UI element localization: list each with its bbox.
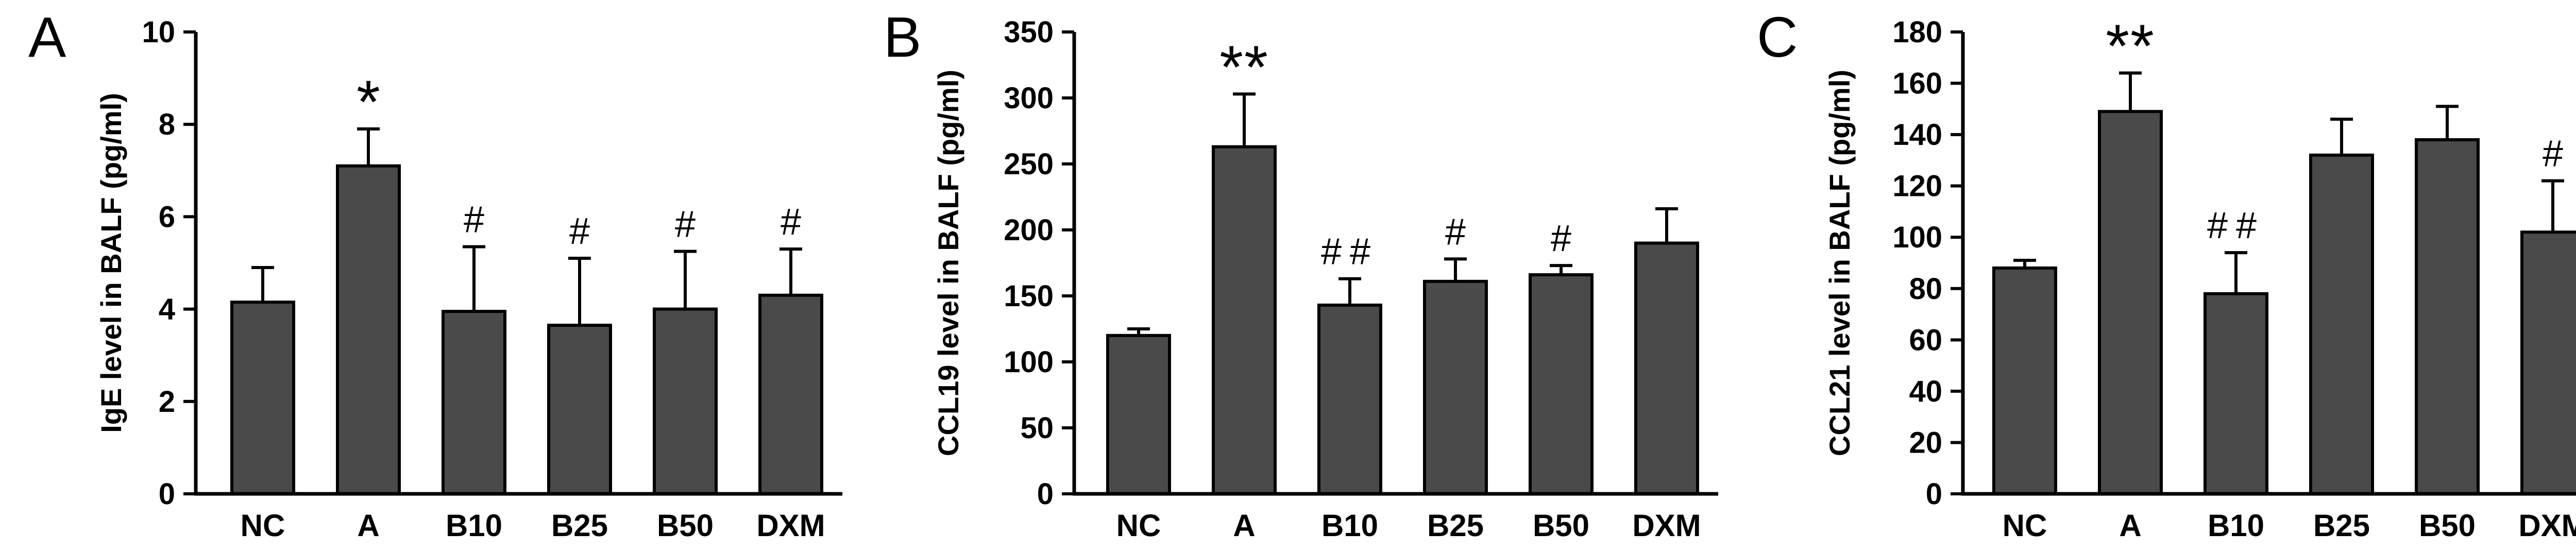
- significance-marker: ##: [2207, 205, 2265, 246]
- bar-b25: [1423, 279, 1488, 496]
- x-tick-label: DXM: [1632, 508, 1701, 543]
- x-tick-label: B50: [1533, 508, 1589, 543]
- chart-panel-a: A IgE level in BALF (pg/ml) NC * A # B10 # B25 # B…: [28, 6, 842, 543]
- y-tick-label: 8: [159, 108, 175, 141]
- y-tick-label: 150: [1004, 279, 1054, 313]
- significance-marker: **: [1219, 33, 1269, 101]
- panel-letter: C: [1757, 6, 1798, 69]
- bar-b50: [653, 307, 718, 495]
- significance-marker: #: [2543, 134, 2563, 175]
- bar-a: [2098, 110, 2163, 496]
- y-tick-label: 0: [159, 477, 175, 511]
- significance-marker: #: [1551, 218, 1571, 259]
- y-tick-label: 40: [1909, 375, 1942, 408]
- bar-a: [336, 164, 401, 495]
- bar-dxm: [758, 293, 823, 495]
- y-tick-label: 2: [159, 385, 175, 419]
- x-tick-label: B10: [2208, 508, 2264, 543]
- bar-dxm: [1634, 241, 1699, 495]
- chart-panel-c: C CCL21 level in BALF (pg/ml) NC ** A ## B10 B2…: [1757, 6, 2576, 543]
- y-tick-label: 120: [1892, 170, 1942, 203]
- y-tick-label: 180: [1892, 15, 1942, 49]
- y-tick-label: 4: [159, 293, 175, 326]
- y-tick-label: 60: [1909, 323, 1942, 357]
- y-tick-label: 160: [1892, 67, 1942, 101]
- x-tick-label: B50: [2419, 508, 2476, 543]
- y-tick-label: 250: [1004, 147, 1054, 181]
- y-tick-label: 0: [1926, 477, 1942, 511]
- significance-marker: *: [357, 68, 380, 136]
- y-tick-label: 20: [1909, 426, 1942, 459]
- significance-marker: #: [569, 211, 590, 252]
- y-tick-label: 50: [1020, 411, 1054, 445]
- bar-b10: [442, 310, 506, 496]
- y-tick-label: 300: [1004, 81, 1054, 115]
- bar-nc: [230, 301, 295, 495]
- bar-b50: [1529, 273, 1594, 495]
- y-tick-label: 350: [1004, 15, 1054, 49]
- chart-panel-b: B CCL19 level in BALF (pg/ml) NC ** A ## B10 # B…: [884, 6, 1718, 543]
- panel-letter: B: [884, 6, 921, 69]
- panel-letter: A: [28, 6, 66, 69]
- bar-b10: [1317, 303, 1382, 495]
- x-tick-label: B50: [657, 508, 714, 543]
- significance-marker: #: [464, 199, 484, 241]
- y-axis-label: IgE level in BALF (pg/ml): [95, 93, 127, 433]
- bar-b50: [2415, 138, 2480, 496]
- x-tick-label: A: [357, 508, 379, 543]
- significance-marker: ##: [1321, 231, 1379, 273]
- significance-marker: **: [2106, 12, 2155, 80]
- bar-nc: [1106, 334, 1171, 495]
- x-tick-label: B25: [1427, 508, 1484, 543]
- bar-dxm: [2520, 230, 2576, 495]
- x-tick-label: B10: [446, 508, 502, 543]
- bar-b25: [2309, 153, 2374, 495]
- y-tick-label: 200: [1004, 213, 1054, 247]
- bar-nc: [1992, 266, 2057, 495]
- x-tick-label: B25: [551, 508, 608, 543]
- bar-b25: [547, 323, 612, 496]
- x-tick-label: A: [1233, 508, 1255, 543]
- x-tick-label: NC: [241, 508, 285, 543]
- x-tick-label: B25: [2313, 508, 2370, 543]
- x-tick-label: NC: [1116, 508, 1161, 543]
- y-tick-label: 100: [1892, 221, 1942, 254]
- x-tick-label: DXM: [756, 508, 825, 543]
- x-tick-label: NC: [2003, 508, 2047, 543]
- y-tick-label: 100: [1004, 345, 1054, 379]
- bar-b10: [2204, 292, 2268, 495]
- y-tick-label: 140: [1892, 118, 1942, 152]
- x-tick-label: B10: [1321, 508, 1378, 543]
- y-tick-label: 0: [1037, 477, 1054, 511]
- bar-a: [1212, 145, 1277, 496]
- significance-marker: #: [781, 202, 801, 243]
- x-tick-label: A: [2119, 508, 2141, 543]
- x-tick-label: DXM: [2518, 508, 2576, 543]
- y-tick-label: 80: [1909, 272, 1942, 306]
- significance-marker: #: [1445, 211, 1466, 253]
- significance-marker: #: [675, 204, 696, 245]
- y-axis-label: CCL19 level in BALF (pg/ml): [932, 70, 964, 456]
- y-tick-label: 6: [159, 200, 175, 234]
- y-axis-label: CCL21 level in BALF (pg/ml): [1823, 70, 1856, 456]
- y-tick-label: 10: [142, 15, 175, 49]
